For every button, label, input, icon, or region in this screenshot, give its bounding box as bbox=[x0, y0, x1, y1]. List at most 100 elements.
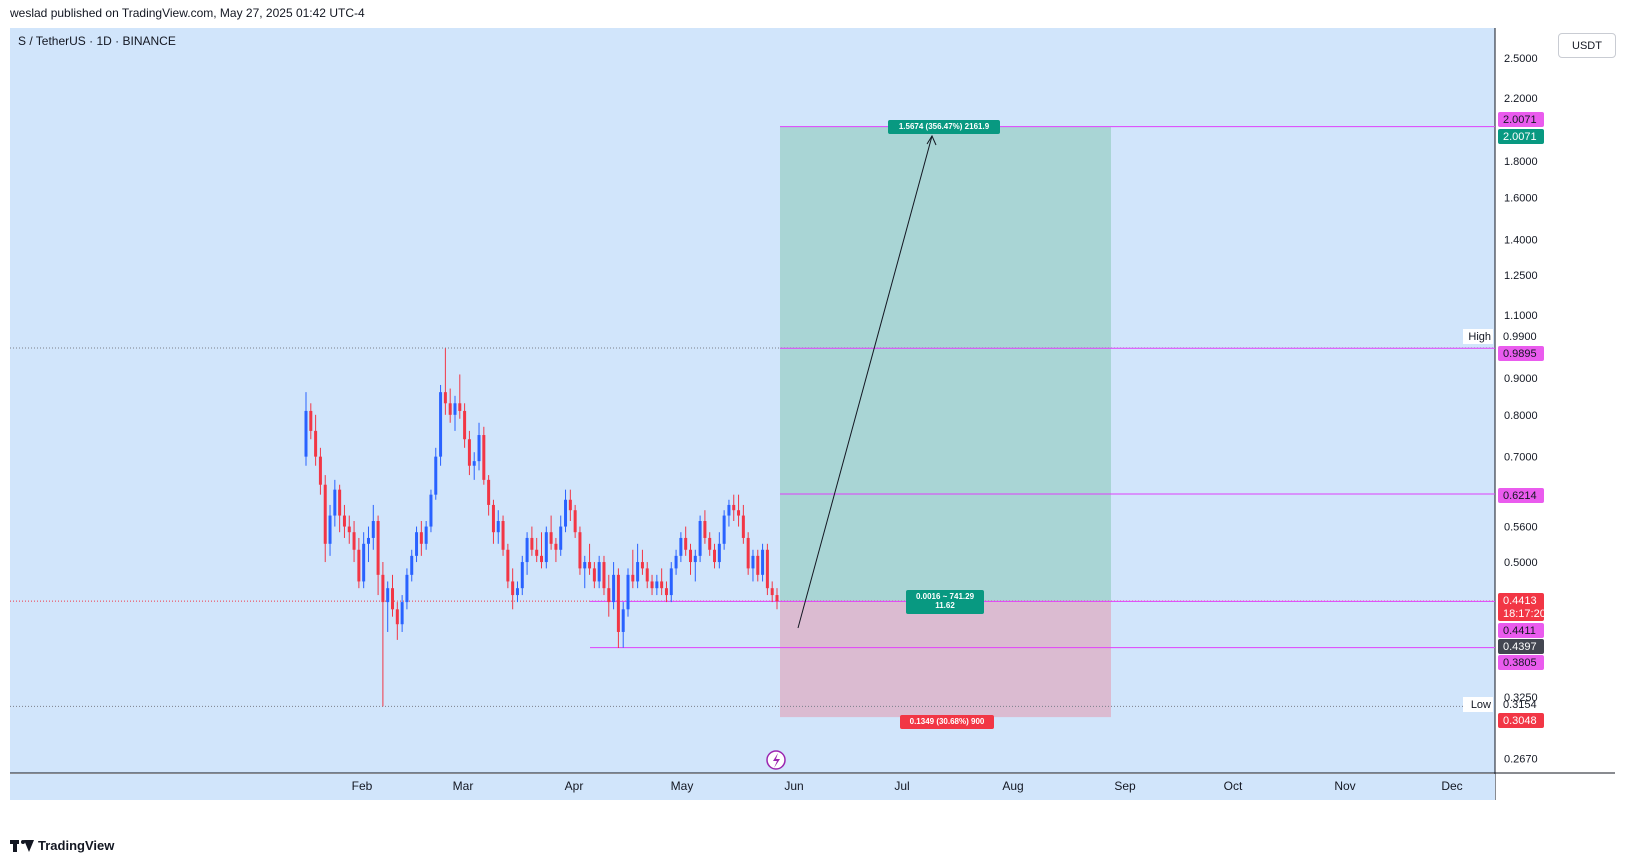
candle-body bbox=[746, 537, 750, 569]
candle-body bbox=[640, 562, 644, 569]
target-label-bg bbox=[888, 120, 1000, 134]
candle-body bbox=[357, 549, 361, 582]
candle-body bbox=[621, 609, 625, 632]
candle-body bbox=[770, 588, 774, 596]
candle-body bbox=[612, 574, 616, 603]
candle-body bbox=[684, 537, 688, 550]
candle-body bbox=[564, 499, 568, 527]
price-label: 2.0071 bbox=[1498, 129, 1544, 144]
candle-body bbox=[472, 461, 476, 466]
projection-arrow-line bbox=[797, 135, 933, 629]
x-tick-label: Oct bbox=[1224, 779, 1243, 793]
price-prefix-bg bbox=[1463, 697, 1493, 712]
y-tick-label: 1.2500 bbox=[1504, 270, 1538, 282]
candle-body bbox=[737, 510, 741, 516]
time-axis-background bbox=[10, 774, 1495, 800]
candle-body bbox=[708, 537, 712, 550]
candle-body bbox=[429, 494, 433, 527]
candle-body bbox=[703, 521, 707, 538]
candle-body bbox=[650, 581, 654, 589]
price-label-text: 2.0071 bbox=[1503, 131, 1537, 143]
x-tick-label: Feb bbox=[352, 779, 373, 793]
candle-body bbox=[727, 504, 731, 516]
candle-body bbox=[487, 479, 491, 505]
candle-body bbox=[328, 515, 332, 544]
price-label: 0.6214 bbox=[1498, 488, 1544, 503]
candle-body bbox=[304, 410, 308, 457]
candle-body bbox=[775, 595, 779, 602]
entry-label-bg bbox=[906, 590, 984, 614]
candle-body bbox=[674, 555, 678, 569]
stop-label-text: 0.1349 (30.68%) 900 bbox=[910, 717, 985, 726]
plot-background bbox=[10, 28, 1495, 773]
candle-body bbox=[491, 504, 495, 533]
price-label: 0.9895 bbox=[1498, 346, 1544, 361]
candle-body bbox=[717, 543, 721, 563]
candle-body bbox=[645, 568, 649, 582]
price-label: 0.4397 bbox=[1498, 639, 1544, 654]
x-tick-label: Sep bbox=[1114, 779, 1136, 793]
y-tick-label: 0.5000 bbox=[1504, 557, 1538, 569]
candle-body bbox=[309, 410, 313, 431]
candle-body bbox=[424, 526, 428, 544]
x-tick-label: Nov bbox=[1334, 779, 1355, 793]
candle-body bbox=[338, 489, 342, 516]
price-label-text: 0.3805 bbox=[1503, 657, 1537, 669]
candle-body bbox=[376, 521, 380, 575]
price-prefix-text: High bbox=[1468, 331, 1491, 343]
y-tick-label: 0.7000 bbox=[1504, 452, 1538, 464]
x-tick-label: Jun bbox=[784, 779, 803, 793]
candle-body bbox=[400, 602, 404, 625]
candle-body bbox=[761, 549, 765, 575]
y-tick-label: 0.2670 bbox=[1504, 754, 1538, 766]
price-label-bg bbox=[1498, 488, 1544, 503]
candle-body bbox=[607, 588, 611, 603]
candle-body bbox=[732, 504, 736, 511]
candle-body bbox=[448, 403, 452, 415]
price-label: 0.3805 bbox=[1498, 655, 1544, 670]
candle-body bbox=[722, 515, 726, 544]
x-tick-label: Mar bbox=[453, 779, 474, 793]
candle-body bbox=[602, 562, 606, 589]
candle-body bbox=[415, 532, 419, 556]
candle-body bbox=[669, 568, 673, 596]
candle-body bbox=[458, 403, 462, 411]
entry-label-text: 0.0016 ~ 741.29 bbox=[916, 592, 975, 601]
loss-zone bbox=[780, 601, 1111, 718]
candle-body bbox=[520, 562, 524, 589]
price-label-text: 0.9895 bbox=[1503, 348, 1537, 360]
currency-button[interactable]: USDT bbox=[1558, 33, 1616, 58]
candle-body bbox=[482, 435, 486, 480]
symbol-info: S / TetherUS · 1D · BINANCE bbox=[18, 34, 176, 48]
candle-body bbox=[660, 581, 664, 589]
candle-body bbox=[347, 526, 351, 533]
price-label: 0.3048 bbox=[1498, 713, 1544, 728]
candle-body bbox=[439, 392, 443, 457]
candle-body bbox=[318, 456, 322, 485]
price-label-bg bbox=[1498, 713, 1544, 728]
price-label-bg bbox=[1498, 655, 1544, 670]
candle-body bbox=[698, 521, 702, 556]
candle-body bbox=[751, 555, 755, 569]
candle-body bbox=[592, 568, 596, 582]
price-label: 2.0071 bbox=[1498, 112, 1544, 127]
candle-body bbox=[323, 484, 327, 544]
entry-label-text: 11.62 bbox=[935, 601, 955, 610]
y-tick-label: 0.5600 bbox=[1504, 522, 1538, 534]
candle-body bbox=[554, 543, 558, 550]
candle-body bbox=[501, 521, 505, 550]
price-label-text: 0.4411 bbox=[1503, 625, 1536, 637]
publish-info: weslad published on TradingView.com, May… bbox=[10, 6, 365, 20]
candle-body bbox=[765, 549, 769, 589]
candle-body bbox=[688, 549, 692, 563]
price-prefix-text: Low bbox=[1471, 699, 1491, 711]
candle-body bbox=[362, 543, 366, 582]
candle-body bbox=[515, 588, 519, 596]
y-tick-label: 2.5000 bbox=[1504, 53, 1538, 65]
candle-body bbox=[631, 574, 635, 582]
candle-body bbox=[333, 489, 337, 516]
chart-canvas[interactable]: 1.5674 (356.47%) 2161.9 0.0016 ~ 741.2911… bbox=[10, 28, 1615, 832]
candle-body bbox=[525, 537, 529, 563]
chart-area[interactable]: 1.5674 (356.47%) 2161.9 0.0016 ~ 741.29 11… bbox=[10, 28, 1615, 832]
